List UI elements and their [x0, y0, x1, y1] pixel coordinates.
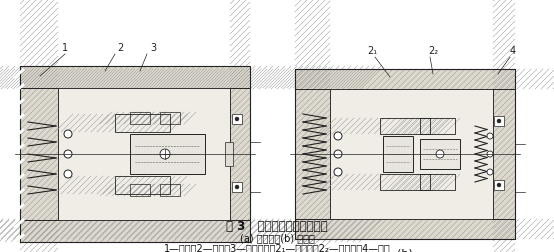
Bar	[295, 69, 515, 239]
Bar	[232, 182, 242, 192]
Bar	[295, 89, 330, 219]
Text: 4: 4	[510, 46, 516, 56]
Circle shape	[487, 169, 493, 175]
Text: 2₁: 2₁	[367, 46, 377, 56]
Bar	[58, 88, 230, 220]
Bar	[160, 184, 180, 196]
Bar	[20, 66, 250, 88]
Bar	[160, 112, 180, 124]
Circle shape	[235, 117, 239, 121]
Bar	[130, 134, 205, 174]
Bar	[20, 66, 250, 242]
Bar	[420, 174, 455, 190]
Bar	[130, 184, 150, 196]
Bar	[225, 142, 233, 166]
Circle shape	[497, 183, 501, 187]
Bar	[380, 118, 430, 134]
Bar	[232, 114, 242, 124]
Circle shape	[334, 168, 342, 176]
Text: 2: 2	[117, 43, 123, 53]
Text: 2₂: 2₂	[428, 46, 438, 56]
Bar	[420, 118, 455, 134]
Circle shape	[235, 185, 239, 189]
Bar	[20, 220, 250, 242]
Bar	[494, 180, 504, 190]
Text: 1—阀体；2—阀套；3—减压阀芯；2₁—大阀芯；2₂—小阀芯；4—弹簧: 1—阀体；2—阀套；3—减压阀芯；2₁—大阀芯；2₂—小阀芯；4—弹簧	[163, 243, 391, 252]
Circle shape	[64, 130, 72, 138]
Bar	[230, 88, 250, 220]
Text: 3: 3	[150, 43, 156, 53]
Bar	[420, 139, 460, 169]
Bar	[383, 136, 413, 172]
Text: 1: 1	[62, 43, 68, 53]
Bar	[380, 174, 430, 190]
Circle shape	[497, 119, 501, 123]
Circle shape	[160, 149, 170, 159]
Bar	[115, 114, 170, 132]
Text: (b): (b)	[397, 249, 413, 252]
Bar	[115, 176, 170, 194]
Text: (a) 改进前；(b) 改进后: (a) 改进前；(b) 改进后	[239, 233, 315, 243]
Bar	[295, 69, 515, 89]
Bar	[330, 89, 493, 219]
Bar	[493, 89, 515, 219]
Circle shape	[64, 150, 72, 158]
Circle shape	[487, 133, 493, 139]
Text: 图 3   调速阀减压阀芯的改进: 图 3 调速阀减压阀芯的改进	[226, 219, 328, 233]
Bar	[20, 88, 58, 220]
Circle shape	[334, 150, 342, 158]
Circle shape	[487, 151, 493, 157]
Bar	[295, 69, 515, 239]
Circle shape	[436, 150, 444, 158]
Bar	[20, 66, 250, 242]
Bar	[130, 112, 150, 124]
Circle shape	[64, 170, 72, 178]
Bar	[494, 116, 504, 126]
Circle shape	[334, 132, 342, 140]
Bar	[295, 219, 515, 239]
